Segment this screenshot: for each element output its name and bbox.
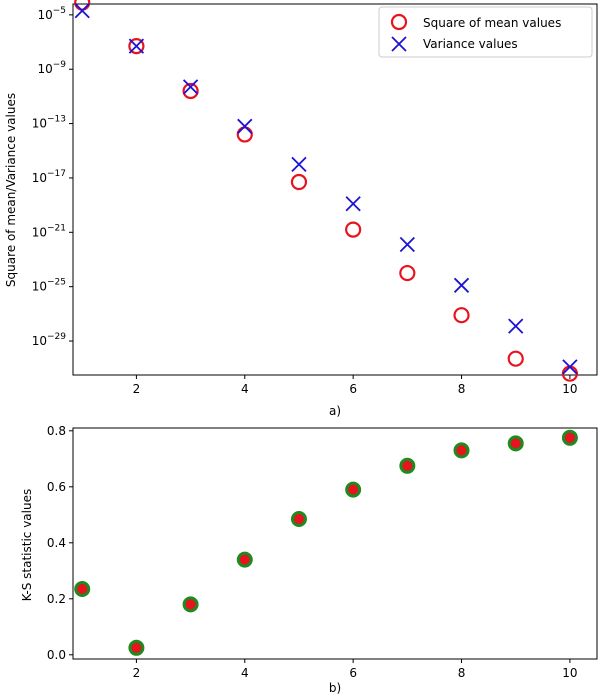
variance-point xyxy=(345,196,361,212)
ks-point xyxy=(74,581,91,597)
variance-point xyxy=(74,3,90,19)
x-tick-label: 8 xyxy=(458,382,466,396)
x-tick-label: 8 xyxy=(458,666,466,680)
legend: Square of mean values Variance values xyxy=(378,6,593,58)
plot-frame-a xyxy=(72,3,598,376)
variance-point xyxy=(508,318,524,334)
x-tick-label: 10 xyxy=(562,382,577,396)
variance-point xyxy=(562,359,578,375)
ks-point xyxy=(561,429,578,446)
legend-x-marker xyxy=(391,36,407,52)
x-tick-label: 10 xyxy=(562,666,577,680)
ks-point xyxy=(290,511,307,527)
x-tick-label: 4 xyxy=(241,666,249,680)
y-tick-label: 0.4 xyxy=(47,536,66,550)
y-tick-label: 0.2 xyxy=(47,592,66,606)
y-tick-label: 10−17 xyxy=(32,169,66,185)
chart-b: 2 4 6 8 10 0.0 0.2 0.4 0.6 0.8 b) K-S statistic … xyxy=(20,424,598,695)
y-tick-label: 10−13 xyxy=(32,115,66,131)
y-tick-label: 0.8 xyxy=(47,424,66,438)
x-tick-label: 6 xyxy=(349,382,357,396)
variance-point xyxy=(182,79,199,95)
mean-point xyxy=(345,221,362,238)
ks-point xyxy=(128,639,145,656)
y-tick-label: 10−9 xyxy=(37,60,66,76)
y-tick-label: 10−25 xyxy=(32,278,66,294)
mean-point xyxy=(236,126,253,143)
y-tick-label: 10−21 xyxy=(32,223,66,239)
y-tick-label: 0.0 xyxy=(47,648,66,662)
y-axis-label-b: K-S statistic values xyxy=(20,489,34,601)
y-tick-label: 10−29 xyxy=(32,332,67,348)
legend-entry-variance: Variance values xyxy=(423,37,518,51)
x-axis-label-a: a) xyxy=(329,404,341,418)
legend-box xyxy=(378,6,593,58)
variance-point xyxy=(399,236,415,253)
y-tick-label: 10−5 xyxy=(37,6,66,22)
chart-a: 2 4 6 8 10 10−5 10−9 10−13 10−17 10−21 10−25 10−29… xyxy=(4,0,598,418)
variance-point xyxy=(291,156,307,172)
variance-point xyxy=(237,118,253,134)
mean-point xyxy=(453,307,470,324)
y-tick-label: 0.6 xyxy=(47,480,66,494)
legend-entry-mean: Square of mean values xyxy=(423,16,561,30)
mean-point xyxy=(507,350,524,367)
ks-point xyxy=(507,435,524,452)
ks-point xyxy=(345,481,362,498)
x-tick-label: 4 xyxy=(241,382,249,396)
variance-point xyxy=(128,38,145,54)
ks-point xyxy=(453,442,470,459)
mean-point xyxy=(182,82,199,100)
x-tick-label: 6 xyxy=(349,666,357,680)
mean-point xyxy=(128,38,145,55)
ks-point xyxy=(236,551,253,568)
legend-circle-marker xyxy=(390,13,408,31)
mean-point xyxy=(290,173,308,191)
y-axis-label-a: Square of mean/Variance values xyxy=(4,93,18,287)
ks-point xyxy=(182,596,199,613)
x-tick-label: 2 xyxy=(133,382,141,396)
plot-frame-b xyxy=(72,427,598,660)
ks-point xyxy=(399,457,416,474)
x-axis-label-b: b) xyxy=(329,681,341,695)
mean-point xyxy=(399,264,416,282)
variance-point xyxy=(453,277,470,293)
x-tick-label: 2 xyxy=(133,666,141,680)
